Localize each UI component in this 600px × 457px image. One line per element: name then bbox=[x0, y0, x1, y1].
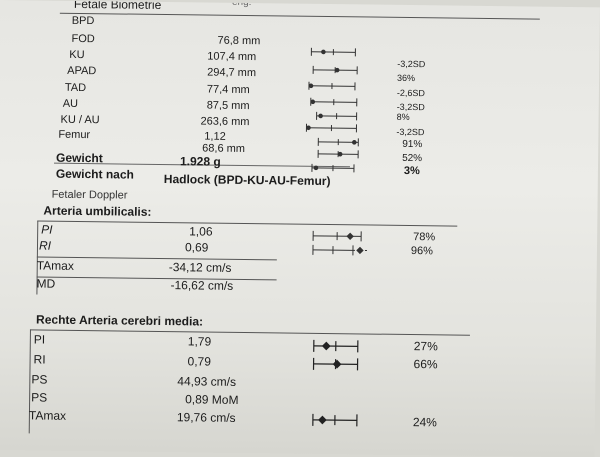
row-label: KU bbox=[69, 49, 84, 61]
range-marker bbox=[309, 82, 355, 91]
row-value: 87,5 mm bbox=[207, 100, 250, 113]
row-value: -34,12 cm/s bbox=[169, 260, 232, 275]
acm-title: Rechte Arteria cerebri media: bbox=[36, 312, 203, 328]
range-marker bbox=[311, 98, 357, 107]
row-sd: 91% bbox=[402, 139, 422, 150]
doppler-title: Fetaler Doppler bbox=[52, 189, 128, 202]
row-value: 19,76 cm/s bbox=[177, 410, 236, 425]
range-marker bbox=[313, 414, 357, 427]
row-sd: 8% bbox=[397, 112, 410, 122]
range-marker bbox=[317, 112, 357, 120]
header-fragment: eng. bbox=[232, 0, 252, 8]
biometrie-range-markers bbox=[298, 44, 370, 175]
row-label: PS bbox=[31, 390, 47, 404]
acm-range-markers bbox=[311, 338, 372, 429]
row-label: RI bbox=[39, 238, 51, 252]
doppler-range-markers bbox=[309, 228, 379, 259]
range-marker bbox=[314, 358, 358, 371]
row-value: 1,06 bbox=[189, 224, 213, 238]
row-label: RI bbox=[34, 352, 46, 366]
row-sd: -3,2SD bbox=[397, 102, 425, 112]
row-label: TAD bbox=[65, 82, 86, 94]
row-value: 263,6 mm bbox=[200, 115, 249, 128]
gewicht-nach-label: Gewicht nach bbox=[56, 167, 134, 182]
row-value: 0,69 bbox=[185, 240, 209, 254]
row-value: 0,79 bbox=[188, 354, 212, 368]
row-label: PI bbox=[41, 223, 53, 237]
row-percent: 24% bbox=[413, 415, 437, 429]
row-sd: -2,6SD bbox=[397, 88, 425, 98]
row-value: 1,79 bbox=[188, 334, 212, 348]
gewicht-value: 1.928 g bbox=[180, 154, 221, 168]
range-marker bbox=[311, 48, 355, 57]
row-value: 44,93 cm/s bbox=[177, 374, 236, 389]
gewicht-percent: 3% bbox=[404, 165, 420, 177]
row-label: KU / AU bbox=[60, 114, 99, 126]
row-value: 76,8 mm bbox=[217, 35, 260, 48]
row-value: 77,4 mm bbox=[207, 84, 250, 97]
row-sd: 52% bbox=[402, 153, 422, 164]
row-label: MD bbox=[36, 276, 55, 290]
range-marker bbox=[313, 231, 361, 242]
row-label: TAmax bbox=[29, 408, 66, 422]
row-sd: 36% bbox=[397, 73, 415, 83]
row-label: FOD bbox=[71, 33, 94, 45]
range-marker bbox=[312, 164, 354, 173]
row-percent: 27% bbox=[414, 339, 438, 353]
row-percent: 78% bbox=[413, 231, 435, 243]
row-value: 0,89 MoM bbox=[185, 392, 239, 407]
range-marker bbox=[313, 66, 357, 75]
range-marker bbox=[313, 245, 369, 256]
doppler-subtitle: Arteria umbilicalis: bbox=[43, 204, 151, 219]
row-label: APAD bbox=[67, 65, 96, 77]
range-marker bbox=[318, 138, 358, 146]
biometrie-title: Fetale Biometrie bbox=[74, 0, 162, 12]
row-value: -16,62 cm/s bbox=[170, 278, 233, 293]
row-label: TAmax bbox=[37, 258, 74, 272]
row-label: PS bbox=[31, 372, 47, 386]
row-value: 294,7 mm bbox=[207, 67, 256, 80]
gewicht-nach-value: Hadlock (BPD-KU-AU-Femur) bbox=[164, 172, 331, 188]
row-value: 1,12 bbox=[204, 131, 226, 143]
row-label: Femur bbox=[58, 129, 90, 141]
row-percent: 66% bbox=[413, 357, 437, 371]
row-sd: -3,2SD bbox=[397, 59, 425, 69]
row-label: PI bbox=[34, 332, 46, 346]
range-marker bbox=[306, 124, 356, 133]
range-marker bbox=[314, 340, 358, 353]
row-percent: 96% bbox=[411, 245, 433, 257]
gewicht-label: Gewicht bbox=[56, 151, 103, 166]
range-marker bbox=[318, 150, 358, 158]
row-value: 107,4 mm bbox=[207, 51, 256, 64]
row-label: AU bbox=[63, 98, 78, 110]
row-sd: -3,2SD bbox=[396, 127, 424, 137]
row-value: 68,6 mm bbox=[202, 142, 245, 155]
row-label: BPD bbox=[72, 15, 95, 27]
